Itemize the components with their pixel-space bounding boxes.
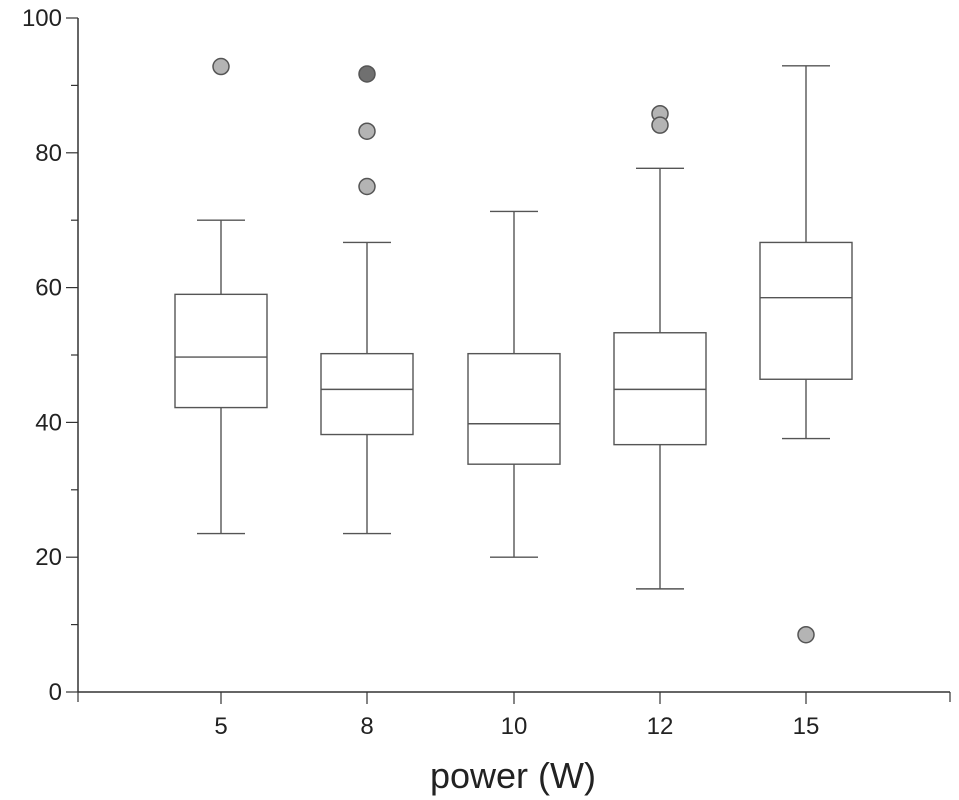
iqr-box (467, 352, 561, 465)
outlier-point (212, 57, 230, 76)
y-tick-label: 20 (35, 544, 62, 571)
x-tick-label: 5 (214, 713, 227, 740)
iqr-box (174, 293, 268, 409)
y-tick-label: 80 (35, 140, 62, 167)
y-tick-label: 40 (35, 409, 62, 436)
box-15 (759, 65, 853, 440)
x-tick-label: 12 (647, 713, 674, 740)
iqr-box (759, 241, 853, 380)
outlier-point (358, 65, 376, 83)
y-tick-label: 60 (35, 275, 62, 302)
x-axis-title: power (W) (430, 755, 596, 796)
y-axis-ticks: 0 20 40 60 80 100 (22, 5, 78, 706)
box-12 (613, 167, 707, 590)
outlier-point (358, 122, 376, 140)
y-tick-label: 100 (22, 5, 62, 32)
x-tick-label: 10 (501, 713, 528, 740)
outliers (212, 57, 815, 644)
box-10 (467, 210, 561, 558)
outlier-point (651, 116, 669, 134)
boxes: 5 8 10 12 15 (174, 65, 853, 740)
box-5 (174, 219, 268, 535)
iqr-box (320, 352, 414, 436)
box-8 (320, 241, 414, 535)
y-tick-label: 0 (49, 679, 62, 706)
x-tick-label: 15 (793, 713, 820, 740)
outlier-point (797, 625, 815, 644)
x-tick-label: 8 (360, 713, 373, 740)
outlier-point (358, 177, 376, 196)
